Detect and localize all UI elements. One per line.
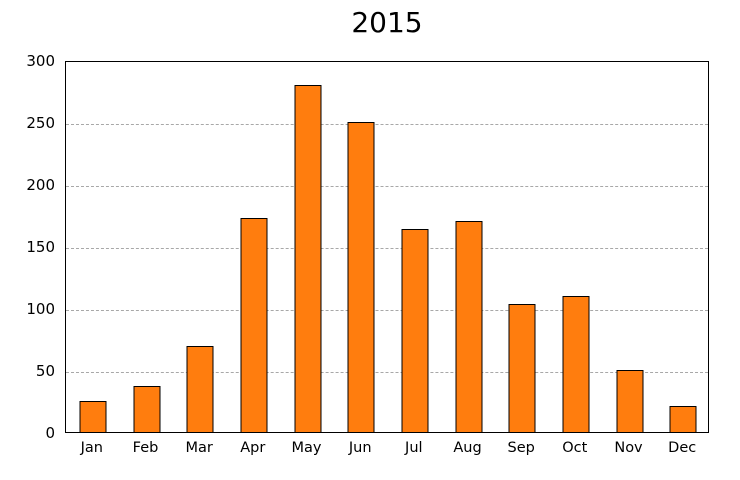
x-tick-nov: Nov: [614, 440, 643, 456]
y-tick-150: 150: [26, 238, 55, 256]
bar-may: [294, 84, 321, 432]
x-tick-dec: Dec: [668, 440, 697, 456]
gridline-100: [66, 310, 708, 311]
bar-aug: [455, 221, 482, 432]
y-tick-0: 0: [45, 424, 55, 442]
gridline-200: [66, 186, 708, 187]
x-axis-tick-labels: Jan Feb Mar Apr May Jun Jul Aug Sep Oct Nov Dec: [65, 440, 709, 462]
bar-jan: [79, 401, 107, 432]
y-tick-300: 300: [26, 52, 55, 70]
bar-apr: [240, 217, 268, 432]
x-tick-jul: Jul: [405, 440, 423, 456]
bar-jun: [347, 122, 375, 432]
y-axis-tick-labels: 0 50 100 150 200 250 300: [0, 52, 55, 442]
bar-dec: [669, 406, 697, 432]
x-tick-feb: Feb: [132, 440, 159, 456]
gridline-50: [66, 372, 708, 373]
plot-area: [65, 61, 709, 433]
gridline-250: [66, 124, 708, 125]
bar-jul: [401, 228, 429, 432]
gridline-150: [66, 248, 708, 249]
y-tick-200: 200: [26, 176, 55, 194]
chart-title: 2015: [351, 6, 423, 39]
x-tick-mar: Mar: [185, 440, 213, 456]
x-tick-sep: Sep: [507, 440, 535, 456]
bar-mar: [186, 346, 214, 432]
bar-oct: [562, 295, 590, 432]
x-tick-jun: Jun: [348, 440, 372, 456]
y-tick-250: 250: [26, 114, 55, 132]
bar-sep: [508, 304, 536, 432]
y-tick-100: 100: [26, 300, 55, 318]
y-tick-50: 50: [35, 362, 55, 380]
bar-feb: [133, 386, 160, 432]
bar-nov: [616, 370, 643, 432]
x-tick-aug: Aug: [453, 440, 482, 456]
x-tick-jan: Jan: [80, 440, 103, 456]
x-tick-apr: Apr: [240, 440, 266, 456]
x-tick-oct: Oct: [562, 440, 588, 456]
x-tick-may: May: [291, 440, 322, 456]
